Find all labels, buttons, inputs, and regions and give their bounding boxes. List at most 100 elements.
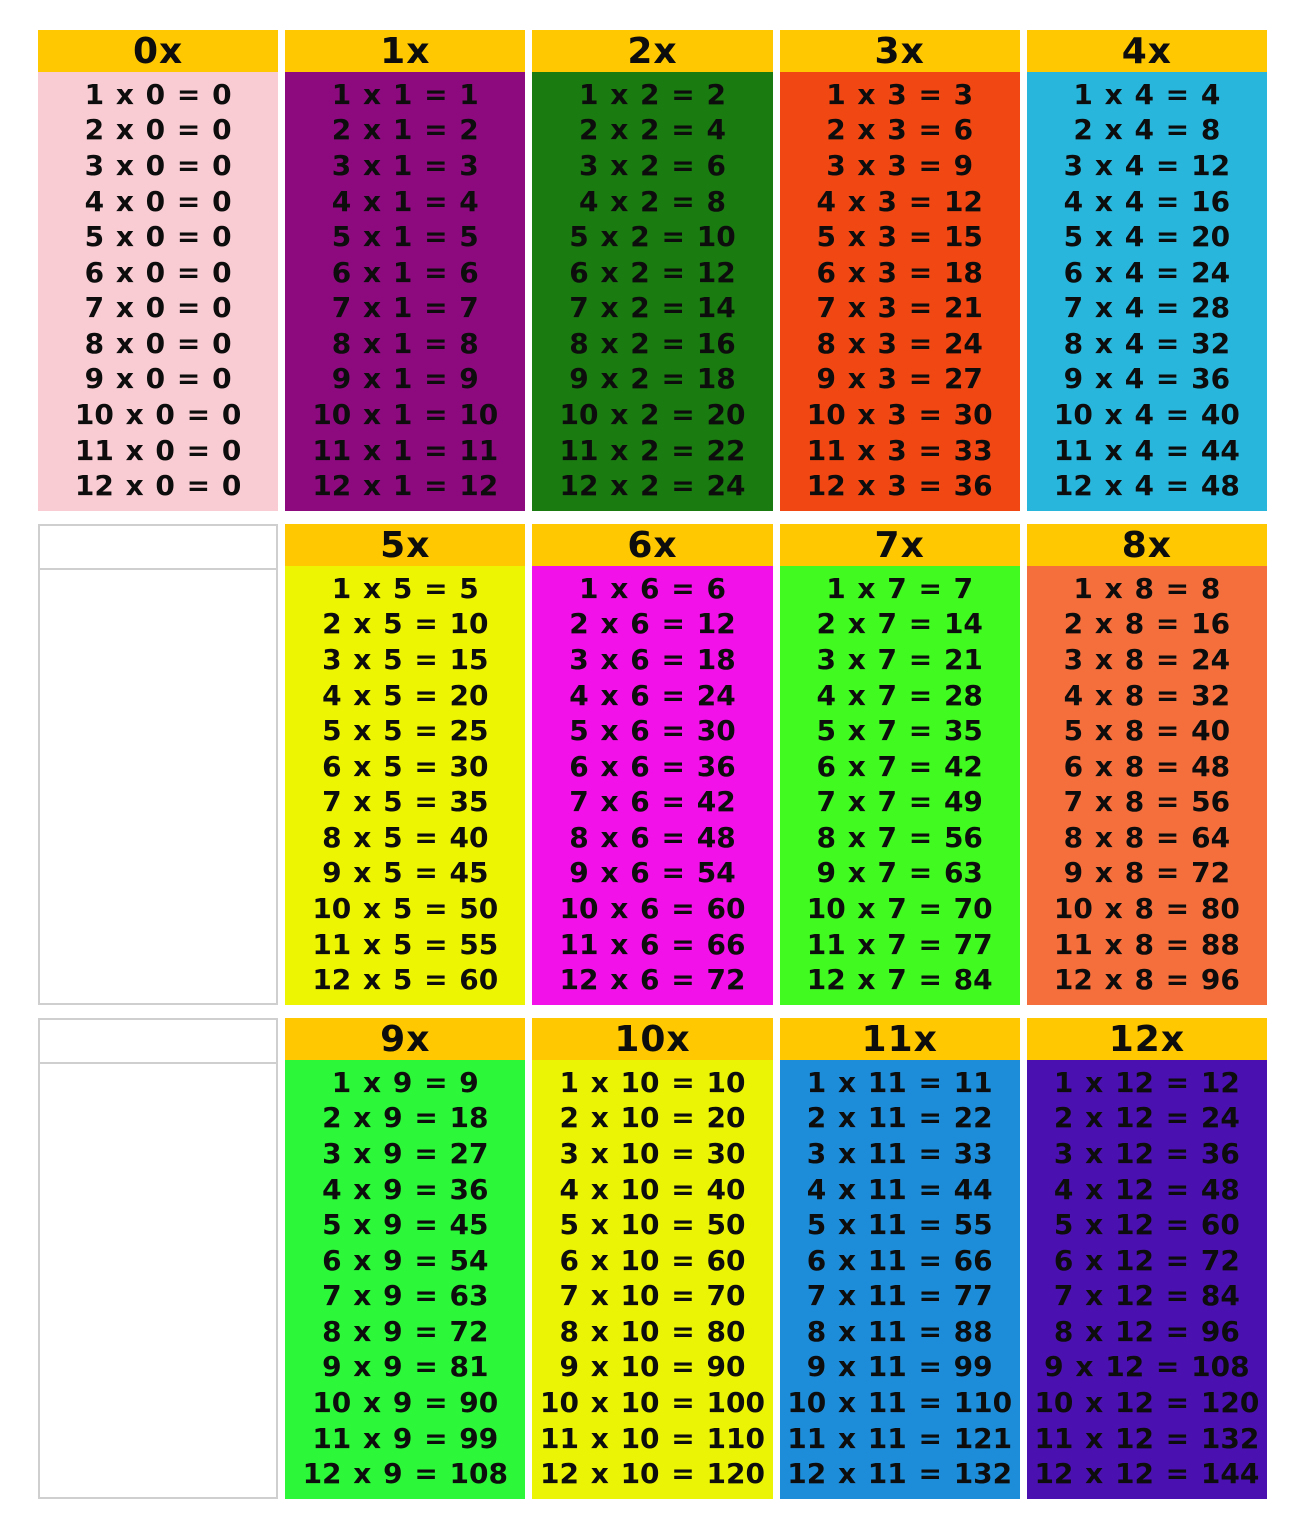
equation-row: 11 x 6 = 66 [559,927,746,961]
equation-row: 5 x 8 = 40 [1063,714,1231,748]
table-header-3x: 3x [779,30,1020,72]
equation-row: 8 x 12 = 96 [1053,1314,1240,1348]
equation-row: 12 x 6 = 72 [559,963,746,997]
equation-row: 9 x 2 = 18 [569,362,736,396]
equation-row: 7 x 2 = 14 [569,291,736,325]
equation-row: 3 x 3 = 9 [826,148,974,182]
equation-row: 2 x 3 = 6 [826,113,974,147]
equation-row: 3 x 11 = 33 [806,1136,993,1170]
equation-row: 5 x 0 = 0 [84,220,232,254]
equation-row: 1 x 12 = 12 [1053,1065,1240,1099]
equation-row: 9 x 5 = 45 [322,856,489,890]
equation-row: 2 x 4 = 8 [1073,113,1221,147]
equation-row: 8 x 3 = 24 [816,326,983,360]
equation-row: 11 x 5 = 55 [312,927,499,961]
equation-row: 11 x 3 = 33 [806,433,993,467]
equation-row: 2 x 1 = 2 [331,113,479,147]
equation-row: 4 x 4 = 16 [1063,184,1231,218]
equation-row: 1 x 7 = 7 [826,571,974,605]
empty-cell-body [40,570,276,1003]
equation-row: 7 x 9 = 63 [322,1279,489,1313]
equation-row: 7 x 0 = 0 [84,291,232,325]
equation-row: 3 x 4 = 12 [1063,148,1231,182]
equation-row: 11 x 7 = 77 [806,927,993,961]
equation-row: 12 x 7 = 84 [806,963,993,997]
equation-row: 3 x 12 = 36 [1053,1136,1240,1170]
equation-row: 6 x 3 = 18 [816,255,983,289]
empty-cell-header-strip [40,1020,277,1064]
equation-row: 5 x 9 = 45 [322,1208,489,1242]
equation-row: 12 x 8 = 96 [1053,963,1240,997]
equation-row: 1 x 10 = 10 [559,1065,746,1099]
equation-row: 12 x 3 = 36 [806,469,993,503]
equation-row: 11 x 1 = 11 [312,433,499,467]
equation-row: 10 x 3 = 30 [806,397,993,431]
equation-row: 10 x 0 = 0 [74,397,242,431]
equation-row: 6 x 6 = 36 [569,749,736,783]
equation-row: 5 x 12 = 60 [1053,1208,1240,1242]
equation-row: 2 x 8 = 16 [1063,607,1231,641]
equation-row: 9 x 9 = 81 [322,1350,489,1384]
equation-row: 1 x 3 = 3 [826,77,974,111]
table-header-9x: 9x [285,1018,526,1060]
equation-row: 8 x 1 = 8 [331,326,479,360]
equation-row: 1 x 5 = 5 [331,571,479,605]
table-header-5x: 5x [285,524,526,566]
equation-row: 6 x 4 = 24 [1063,255,1231,289]
equation-row: 5 x 10 = 50 [559,1208,746,1242]
equation-row: 11 x 8 = 88 [1053,927,1240,961]
equation-row: 10 x 7 = 70 [806,891,993,925]
equation-row: 8 x 2 = 16 [569,326,736,360]
empty-cell [38,1018,279,1499]
equation-row: 6 x 10 = 60 [559,1243,746,1277]
equation-row: 3 x 7 = 21 [816,642,983,676]
equation-row: 1 x 9 = 9 [331,1065,479,1099]
equation-row: 5 x 11 = 55 [806,1208,993,1242]
equation-row: 12 x 2 = 24 [559,469,746,503]
equation-row: 6 x 8 = 48 [1063,749,1231,783]
equation-row: 4 x 12 = 48 [1053,1172,1240,1206]
equation-row: 4 x 2 = 8 [579,184,726,218]
equation-row: 5 x 7 = 35 [816,714,983,748]
equation-row: 12 x 12 = 144 [1034,1457,1260,1491]
table-header-12x: 12x [1026,1018,1267,1060]
equation-row: 7 x 5 = 35 [322,785,489,819]
equation-row: 7 x 6 = 42 [569,785,736,819]
table-header-11x: 11x [779,1018,1020,1060]
table-body-10x: 1 x 10 = 10 2 x 10 = 20 3 x 10 = 30 4 x 10 … [532,1060,773,1499]
equation-row: 3 x 9 = 27 [322,1136,489,1170]
equation-row: 9 x 8 = 72 [1063,856,1231,890]
equation-row: 1 x 8 = 8 [1073,571,1221,605]
empty-cell-body [40,1064,276,1497]
equation-row: 6 x 0 = 0 [84,255,232,289]
equation-row: 11 x 0 = 0 [74,433,242,467]
equation-row: 7 x 12 = 84 [1053,1279,1240,1313]
table-header-7x: 7x [779,524,1020,566]
equation-row: 5 x 1 = 5 [331,220,479,254]
equation-row: 3 x 5 = 15 [322,642,489,676]
equation-row: 9 x 11 = 99 [806,1350,993,1384]
equation-row: 6 x 12 = 72 [1053,1243,1240,1277]
equation-row: 6 x 9 = 54 [322,1243,489,1277]
equation-row: 8 x 5 = 40 [322,820,489,854]
equation-row: 4 x 5 = 20 [322,678,489,712]
equation-row: 5 x 4 = 20 [1063,220,1231,254]
equation-row: 9 x 7 = 63 [816,856,983,890]
equation-row: 2 x 10 = 20 [559,1101,746,1135]
equation-row: 11 x 11 = 121 [787,1421,1013,1455]
equation-row: 9 x 3 = 27 [816,362,983,396]
